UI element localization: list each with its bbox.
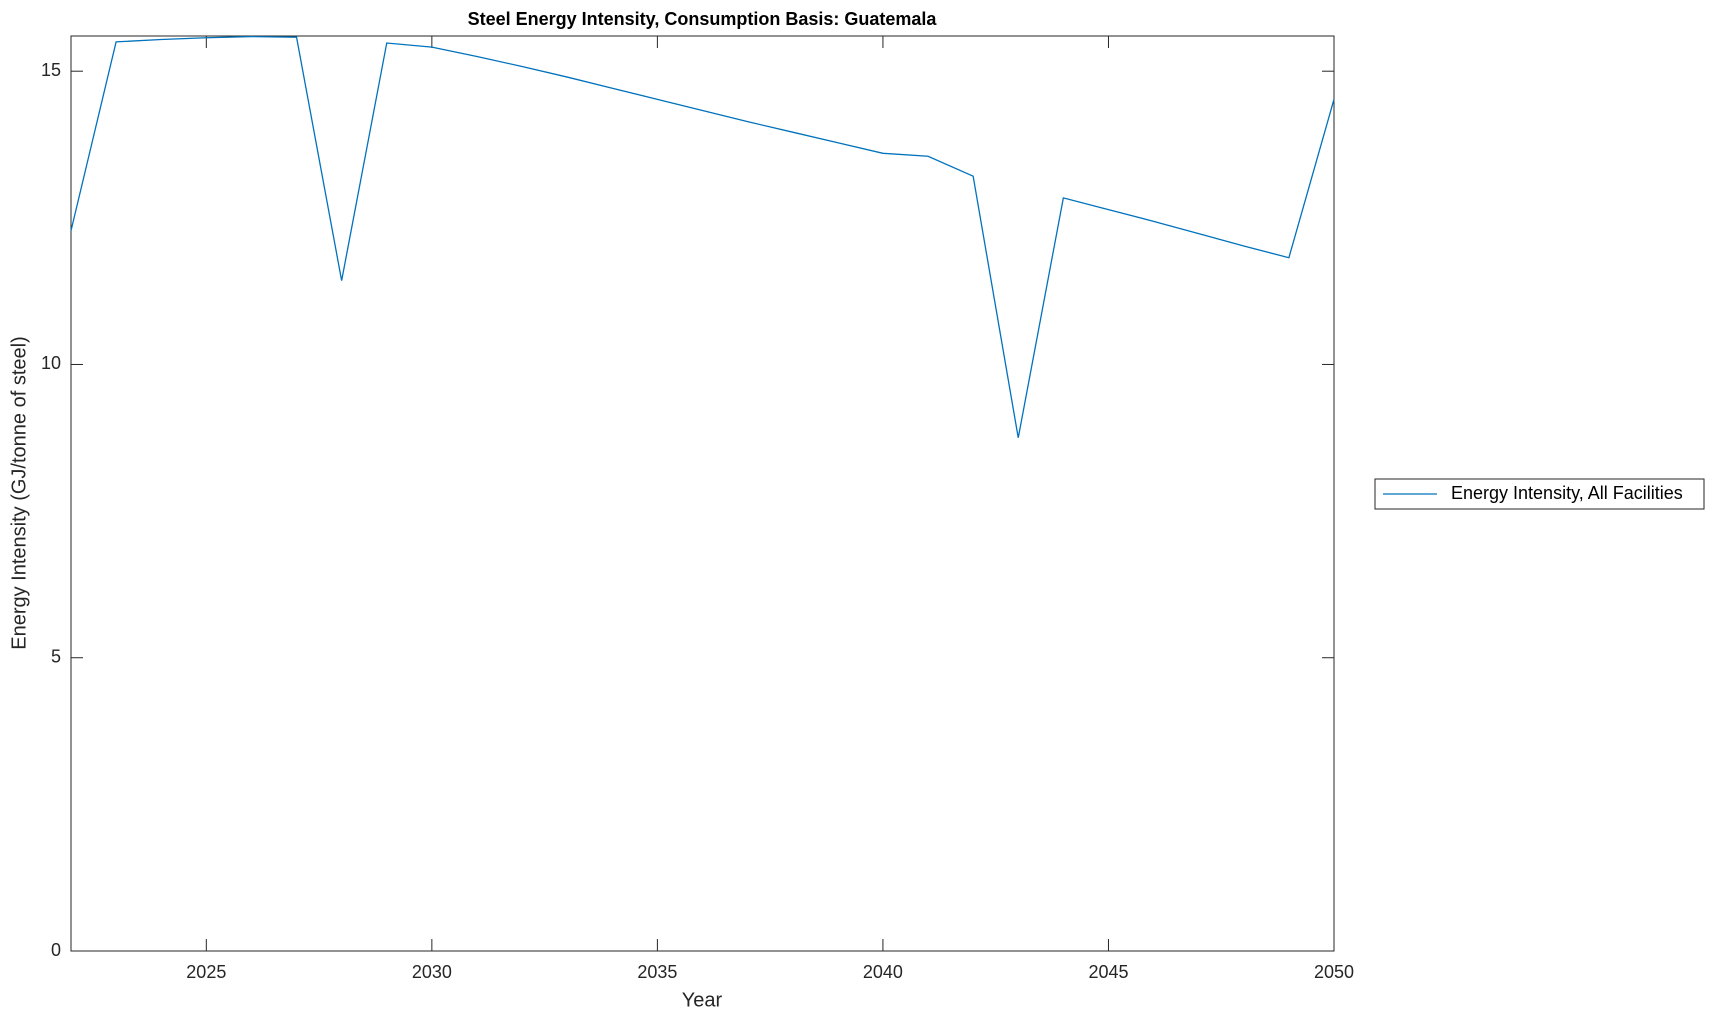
plot-area bbox=[70, 35, 1335, 952]
y-axis-label: Energy Intensity (GJ/tonne of steel) bbox=[8, 336, 30, 650]
x-tick-label: 2040 bbox=[863, 962, 903, 982]
x-tick-label: 2045 bbox=[1088, 962, 1128, 982]
legend-label: Energy Intensity, All Facilities bbox=[1451, 483, 1683, 503]
y-tick-label: 15 bbox=[41, 60, 61, 80]
y-tick-label: 0 bbox=[51, 940, 61, 960]
x-tick-label: 2050 bbox=[1314, 962, 1354, 982]
chart-title: Steel Energy Intensity, Consumption Basi… bbox=[468, 9, 938, 29]
y-tick-label: 10 bbox=[41, 353, 61, 373]
x-tick-label: 2030 bbox=[412, 962, 452, 982]
x-axis-label: Year bbox=[682, 989, 723, 1011]
x-tick-label: 2035 bbox=[637, 962, 677, 982]
y-tick-label: 5 bbox=[51, 646, 61, 666]
x-tick-label: 2025 bbox=[186, 962, 226, 982]
data-line bbox=[70, 35, 1335, 438]
